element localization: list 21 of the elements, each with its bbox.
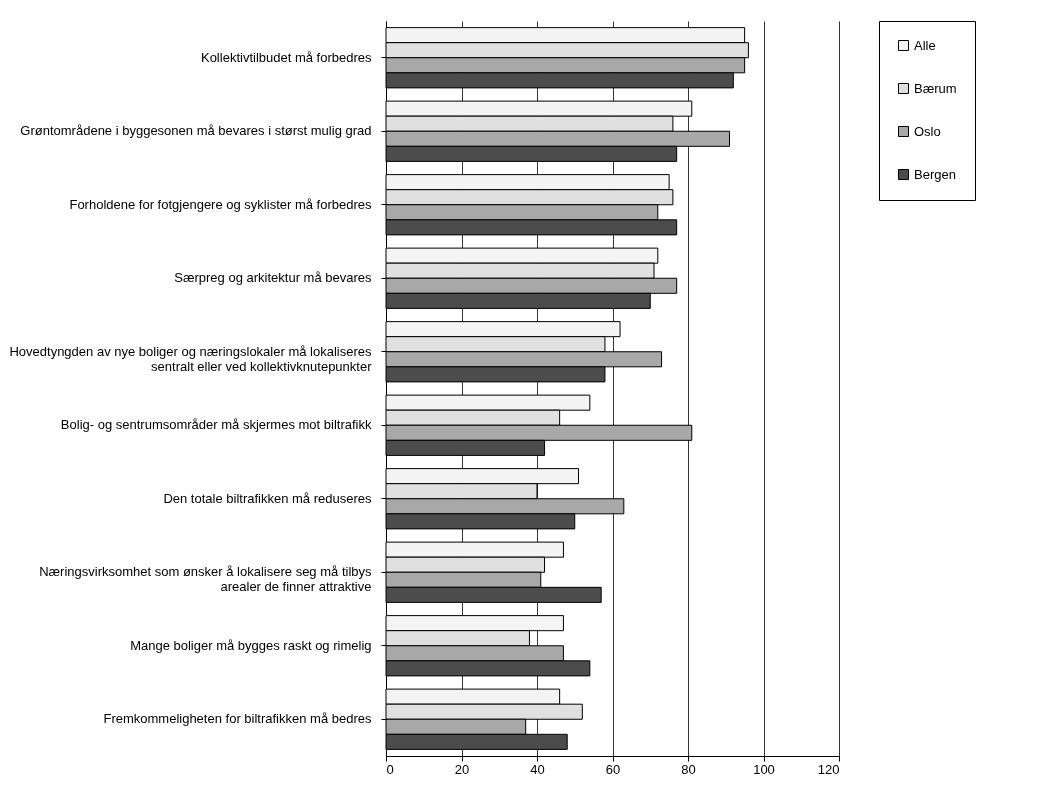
legend-label: Alle <box>914 37 936 53</box>
x-tick-label: 80 <box>681 761 696 777</box>
x-tick-label: 60 <box>605 761 621 777</box>
y-tick-label: Særpreg og arkitektur må bevares <box>174 270 372 286</box>
y-tick-label: Den totale biltrafikken må reduseres <box>163 490 372 506</box>
y-tick-label: Mange boliger må bygges raskt og rimelig <box>130 637 372 653</box>
y-tick-label: Forholdene for fotgjengere og syklister må forbedres <box>69 196 372 212</box>
y-tick-label: Kollektivtilbudet må forbedres <box>200 49 372 65</box>
x-tick-label: 120 <box>817 761 840 777</box>
x-tick-label: 100 <box>753 761 775 777</box>
y-tick-label: Grøntområdene i byggesonen må bevares i størst mulig grad <box>20 123 372 139</box>
legend-label: Bergen <box>914 166 956 182</box>
y-tick-label: Næringsvirksomhet som ønsker å lokalisere seg må tilbys arealer de finner attraktive <box>39 564 372 595</box>
x-tick-label: 40 <box>530 761 545 777</box>
x-tick-label: 0 <box>386 761 394 777</box>
y-tick-label: Hovedtyngden av nye boliger og næringslokaler må lokaliseres sentralt eller ved kollektivknutepunkter <box>9 343 373 374</box>
legend-label: Oslo <box>914 123 941 139</box>
y-tick-label: Fremkommeligheten for biltrafikken må bedres <box>103 711 372 727</box>
x-tick-label: 20 <box>454 761 470 777</box>
y-tick-label: Bolig- og sentrumsområder må skjermes mot biltrafikk <box>60 417 372 433</box>
legend-label: Bærum <box>914 80 957 96</box>
